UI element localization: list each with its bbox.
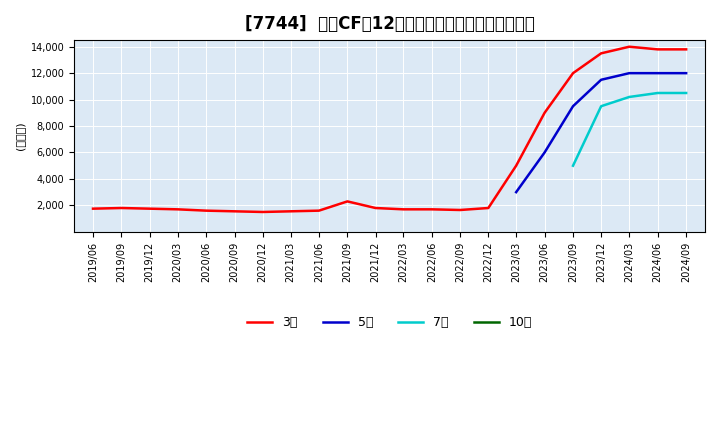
Line: 3年: 3年 — [93, 47, 686, 212]
Y-axis label: (百万円): (百万円) — [15, 121, 25, 150]
Line: 7年: 7年 — [573, 93, 686, 166]
Legend: 3年, 5年, 7年, 10年: 3年, 5年, 7年, 10年 — [242, 311, 537, 334]
Line: 5年: 5年 — [516, 73, 686, 192]
Title: [7744]  営業CFの12か月移動合計の標準偏差の推移: [7744] 営業CFの12か月移動合計の標準偏差の推移 — [245, 15, 534, 33]
